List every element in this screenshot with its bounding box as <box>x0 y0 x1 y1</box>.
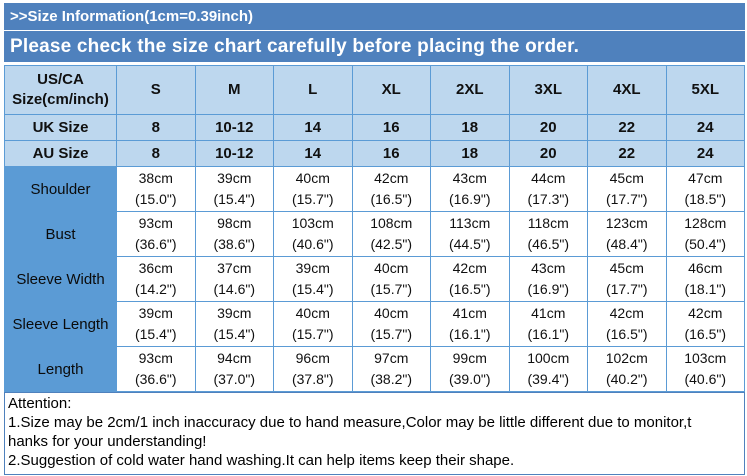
size-header-l: L <box>273 65 353 115</box>
measurement-cell: 37cm (14.6") <box>194 256 274 302</box>
bust-row: Bust 93cm (36.6") 98cm (38.6") 103cm (40… <box>4 211 745 257</box>
measurement-cell: 39cm (15.4") <box>273 256 353 302</box>
row-label: Bust <box>4 211 117 257</box>
row-label: AU Size <box>4 140 117 167</box>
attention-line-3: 2.Suggestion of cold water hand washing.… <box>8 452 515 469</box>
measurement-cell: 40cm (15.7") <box>273 166 353 212</box>
size-information-title-bar: >>Size Information(1cm=0.39inch) <box>4 3 745 30</box>
measurement-cell: 128cm (50.4") <box>665 211 745 257</box>
shoulder-row: Shoulder 38cm (15.0") 39cm (15.4") 40cm … <box>4 166 745 212</box>
measurement-cell: 102cm (40.2") <box>587 346 667 392</box>
measurement-cell: 108cm (42.5") <box>351 211 431 257</box>
uk-size-cell: 14 <box>273 114 353 141</box>
measurement-cell: 39cm (15.4") <box>194 166 274 212</box>
sleeve-length-row: Sleeve Length 39cm (15.4") 39cm (15.4") … <box>4 301 745 347</box>
length-row: Length 93cm (36.6") 94cm (37.0") 96cm (3… <box>4 346 745 392</box>
size-header-2xl: 2XL <box>430 65 510 115</box>
measurement-cell: 47cm (18.5") <box>665 166 745 212</box>
measurement-cell: 103cm (40.6") <box>273 211 353 257</box>
measurement-cell: 123cm (48.4") <box>587 211 667 257</box>
attention-line-2: hanks for your understanding! <box>8 433 207 450</box>
size-chart-table: US/CA Size(cm/inch) S M L XL 2XL 3XL 4XL… <box>4 65 745 392</box>
measurement-cell: 103cm (40.6") <box>665 346 745 392</box>
measurement-cell: 118cm (46.5") <box>508 211 588 257</box>
au-size-cell: 14 <box>273 140 353 167</box>
measurement-cell: 94cm (37.0") <box>194 346 274 392</box>
au-size-cell: 16 <box>351 140 431 167</box>
measurement-cell: 45cm (17.7") <box>587 166 667 212</box>
measurement-cell: 36cm (14.2") <box>116 256 196 302</box>
measurement-cell: 100cm (39.4") <box>508 346 588 392</box>
measurement-cell: 46cm (18.1") <box>665 256 745 302</box>
uk-size-cell: 20 <box>508 114 588 141</box>
measurement-cell: 40cm (15.7") <box>351 301 431 347</box>
measurement-cell: 96cm (37.8") <box>273 346 353 392</box>
measurement-cell: 38cm (15.0") <box>116 166 196 212</box>
attention-line-1: 1.Size may be 2cm/1 inch inaccuracy due … <box>8 414 692 431</box>
uk-size-cell: 16 <box>351 114 431 141</box>
measurement-cell: 39cm (15.4") <box>194 301 274 347</box>
au-size-cell: 24 <box>665 140 745 167</box>
row-label: Sleeve Width <box>4 256 117 302</box>
au-size-cell: 8 <box>116 140 196 167</box>
uk-size-cell: 10-12 <box>194 114 274 141</box>
au-size-row: AU Size 8 10-12 14 16 18 20 22 24 <box>4 140 745 167</box>
uk-size-cell: 24 <box>665 114 745 141</box>
measurement-cell: 97cm (38.2") <box>351 346 431 392</box>
row-label: Length <box>4 346 117 392</box>
row-label: UK Size <box>4 114 117 141</box>
uk-size-cell: 18 <box>430 114 510 141</box>
measurement-cell: 41cm (16.1") <box>430 301 510 347</box>
uk-size-cell: 8 <box>116 114 196 141</box>
size-header-m: M <box>194 65 274 115</box>
measurement-cell: 44cm (17.3") <box>508 166 588 212</box>
size-header-s: S <box>116 65 196 115</box>
size-header-3xl: 3XL <box>508 65 588 115</box>
attention-heading: Attention: <box>8 395 72 412</box>
measurement-cell: 45cm (17.7") <box>587 256 667 302</box>
measurement-cell: 41cm (16.1") <box>508 301 588 347</box>
row-label: Shoulder <box>4 166 117 212</box>
sleeve-width-row: Sleeve Width 36cm (14.2") 37cm (14.6") 3… <box>4 256 745 302</box>
measurement-cell: 42cm (16.5") <box>430 256 510 302</box>
size-header-5xl: 5XL <box>665 65 745 115</box>
measurement-cell: 43cm (16.9") <box>430 166 510 212</box>
uk-size-row: UK Size 8 10-12 14 16 18 20 22 24 <box>4 114 745 141</box>
size-header-xl: XL <box>351 65 431 115</box>
corner-header-cell: US/CA Size(cm/inch) <box>4 65 117 115</box>
measurement-cell: 99cm (39.0") <box>430 346 510 392</box>
measurement-cell: 42cm (16.5") <box>665 301 745 347</box>
au-size-cell: 22 <box>587 140 667 167</box>
size-header-row: US/CA Size(cm/inch) S M L XL 2XL 3XL 4XL… <box>4 65 745 115</box>
size-header-4xl: 4XL <box>587 65 667 115</box>
measurement-cell: 40cm (15.7") <box>351 256 431 302</box>
measurement-cell: 39cm (15.4") <box>116 301 196 347</box>
measurement-cell: 93cm (36.6") <box>116 211 196 257</box>
measurement-cell: 98cm (38.6") <box>194 211 274 257</box>
measurement-cell: 42cm (16.5") <box>587 301 667 347</box>
measurement-cell: 113cm (44.5") <box>430 211 510 257</box>
size-chart-notice-bar: Please check the size chart carefully be… <box>4 31 745 62</box>
measurement-cell: 40cm (15.7") <box>273 301 353 347</box>
uk-size-cell: 22 <box>587 114 667 141</box>
au-size-cell: 10-12 <box>194 140 274 167</box>
measurement-cell: 93cm (36.6") <box>116 346 196 392</box>
attention-note-box: Attention: 1.Size may be 2cm/1 inch inac… <box>4 392 745 475</box>
measurement-cell: 43cm (16.9") <box>508 256 588 302</box>
au-size-cell: 20 <box>508 140 588 167</box>
au-size-cell: 18 <box>430 140 510 167</box>
row-label: Sleeve Length <box>4 301 117 347</box>
measurement-cell: 42cm (16.5") <box>351 166 431 212</box>
